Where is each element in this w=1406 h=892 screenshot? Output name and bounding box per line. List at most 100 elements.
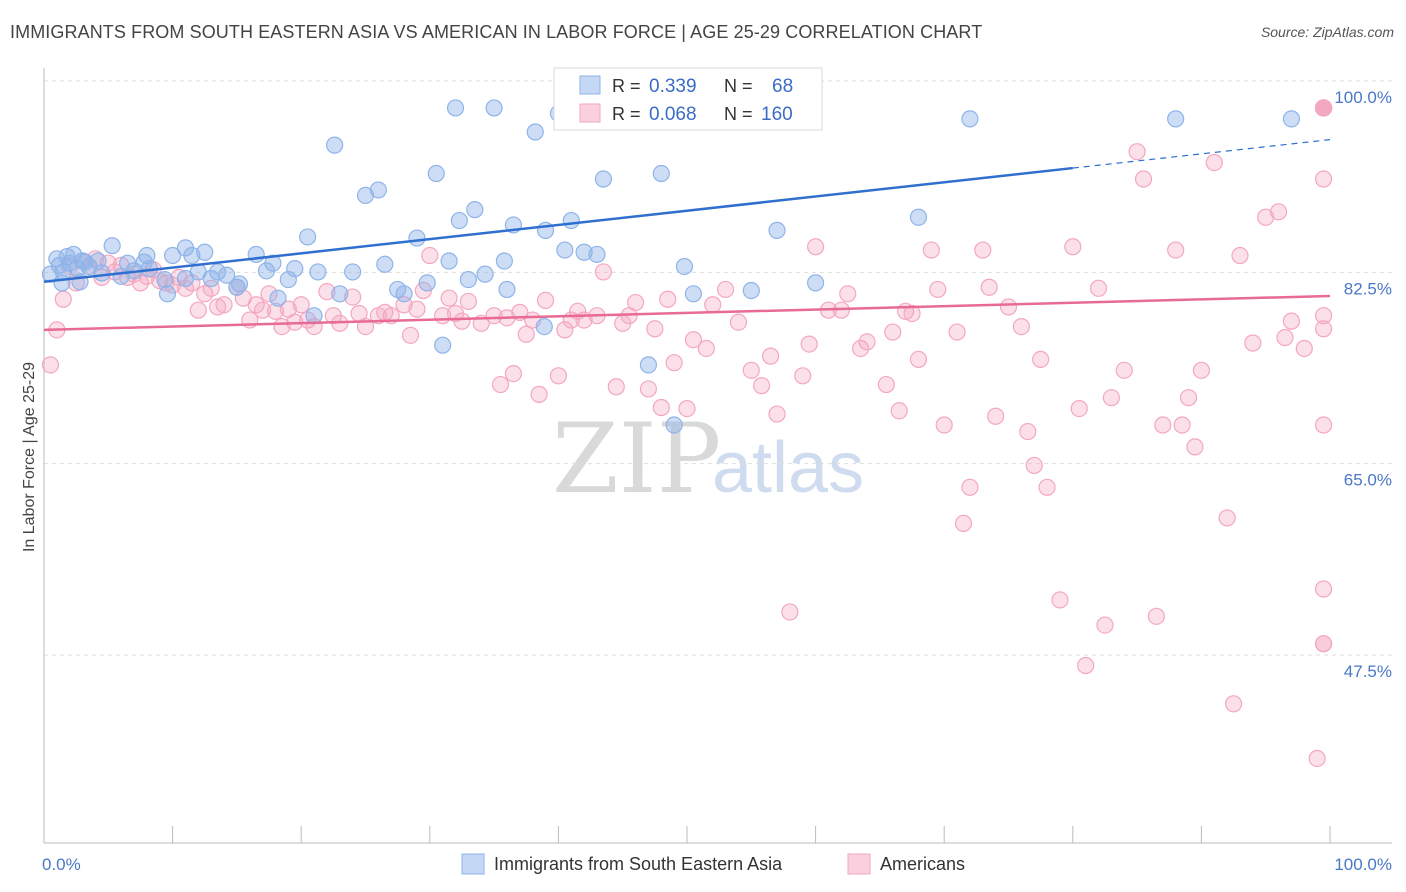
data-point xyxy=(286,260,304,278)
data-point xyxy=(517,325,535,343)
watermark: ZIP atlas xyxy=(552,403,864,515)
data-point xyxy=(1314,580,1333,598)
legend-swatch-sea xyxy=(579,75,601,95)
data-point xyxy=(118,254,137,272)
data-point xyxy=(1173,416,1191,434)
data-point xyxy=(151,272,169,290)
data-point xyxy=(1282,312,1301,330)
bottom-legend-label-sea: Immigrants from South Eastern Asia xyxy=(494,854,783,874)
data-point xyxy=(948,323,966,341)
data-point xyxy=(103,237,121,255)
data-point xyxy=(230,275,249,293)
series-sea-points xyxy=(41,99,1301,434)
data-point xyxy=(189,301,207,319)
data-point xyxy=(427,164,445,183)
data-point xyxy=(459,292,477,311)
data-point xyxy=(1167,241,1185,259)
data-point xyxy=(639,380,658,398)
data-point xyxy=(974,241,992,259)
data-point xyxy=(453,312,471,330)
y-tick-labels: 47.5% 65.0% 82.5% 100.0% xyxy=(1334,88,1392,681)
legend-r-label-sea: R = xyxy=(612,76,641,96)
data-point xyxy=(594,263,613,281)
data-point xyxy=(93,264,111,282)
data-point xyxy=(1192,361,1211,379)
data-point xyxy=(1205,154,1223,172)
legend-r-value-sea: 0.339 xyxy=(649,76,697,97)
data-point xyxy=(806,238,825,256)
data-point xyxy=(594,170,613,188)
data-point xyxy=(209,298,227,316)
data-point xyxy=(476,265,494,283)
data-point xyxy=(903,304,921,323)
data-point xyxy=(922,241,940,259)
data-point xyxy=(1102,389,1120,407)
data-point xyxy=(269,289,287,307)
watermark-zip: ZIP xyxy=(552,403,721,515)
data-point xyxy=(1025,456,1043,475)
data-point xyxy=(504,365,522,383)
data-point xyxy=(1314,99,1333,117)
data-point xyxy=(1269,203,1288,221)
watermark-atlas: atlas xyxy=(712,428,864,508)
data-point xyxy=(1032,350,1050,368)
y-tick-label: 82.5% xyxy=(1344,279,1392,298)
data-point xyxy=(418,274,436,292)
data-point xyxy=(395,285,413,303)
data-point xyxy=(530,385,548,403)
data-point xyxy=(209,263,227,281)
data-point xyxy=(781,603,799,621)
data-point xyxy=(954,514,973,533)
data-point xyxy=(639,356,658,374)
data-point xyxy=(376,255,394,273)
data-point xyxy=(999,298,1018,316)
data-point xyxy=(158,285,177,303)
data-point xyxy=(326,136,344,154)
data-point xyxy=(1314,307,1333,325)
data-point xyxy=(170,268,188,286)
data-point xyxy=(716,280,735,299)
data-point xyxy=(408,229,426,247)
data-point xyxy=(266,302,285,320)
data-point xyxy=(665,416,683,434)
data-point xyxy=(980,278,998,296)
data-point xyxy=(408,300,426,318)
trend-lines xyxy=(43,139,1331,332)
data-point xyxy=(491,375,510,394)
data-point xyxy=(806,274,825,292)
data-point xyxy=(752,377,771,395)
data-point xyxy=(556,241,574,259)
data-point xyxy=(768,405,786,423)
legend-n-label-sea: N = xyxy=(724,76,753,96)
data-point xyxy=(99,254,117,272)
data-point xyxy=(1089,279,1108,297)
data-point xyxy=(800,335,818,353)
data-point xyxy=(138,246,156,265)
data-point xyxy=(535,318,553,336)
data-point xyxy=(305,307,323,325)
data-point xyxy=(1282,110,1301,128)
data-point xyxy=(446,99,465,117)
data-point xyxy=(369,181,387,199)
data-point xyxy=(156,270,174,289)
data-point xyxy=(1179,389,1198,407)
series-americans-points xyxy=(41,99,1333,768)
data-point xyxy=(526,123,544,141)
y-tick-label: 100.0% xyxy=(1334,88,1392,107)
data-point xyxy=(562,211,580,230)
data-point xyxy=(434,336,452,354)
data-point xyxy=(495,252,513,270)
data-point xyxy=(202,279,220,297)
data-point xyxy=(1147,607,1165,625)
bottom-legend-label-americans: Americans xyxy=(880,854,965,874)
axes xyxy=(43,68,1392,844)
data-point xyxy=(1077,656,1095,675)
data-point xyxy=(1064,238,1082,256)
legend-n-value-americans: 160 xyxy=(761,104,793,125)
data-point xyxy=(401,326,420,344)
data-point xyxy=(935,416,953,434)
data-point xyxy=(309,263,327,281)
data-point xyxy=(1167,110,1185,128)
data-point xyxy=(254,301,272,319)
